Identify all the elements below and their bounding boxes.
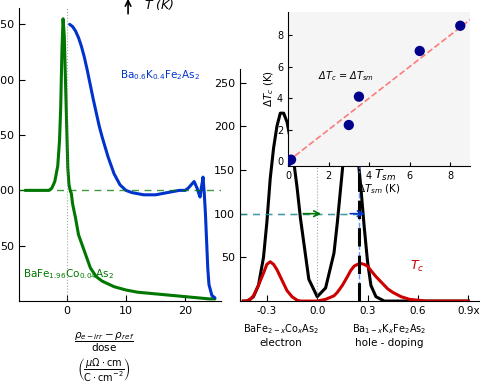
Point xyxy=(355,93,363,100)
Text: $T$ (K): $T$ (K) xyxy=(144,0,175,12)
Y-axis label: Δ$T_c$ (K): Δ$T_c$ (K) xyxy=(262,70,276,107)
Text: BaFe$_{1.96}$Co$_{0.04}$As$_2$: BaFe$_{1.96}$Co$_{0.04}$As$_2$ xyxy=(23,267,114,281)
Text: Ba$_{1-x}$K$_x$Fe$_2$As$_2$: Ba$_{1-x}$K$_x$Fe$_2$As$_2$ xyxy=(351,322,426,336)
Text: $T_{sm}$: $T_{sm}$ xyxy=(374,168,396,183)
Text: $\left(\dfrac{\mu\Omega \cdot \mathrm{cm}}{\mathrm{C} \cdot \mathrm{cm}^{-2}}\ri: $\left(\dfrac{\mu\Omega \cdot \mathrm{cm… xyxy=(77,357,131,384)
Point xyxy=(287,157,295,163)
Text: hole - doping: hole - doping xyxy=(355,338,423,348)
Point xyxy=(345,122,353,128)
Text: $T_c$: $T_c$ xyxy=(409,259,424,274)
Point xyxy=(416,48,423,54)
Text: electron: electron xyxy=(259,338,302,348)
Text: Ba$_{0.6}$K$_{0.4}$Fe$_2$As$_2$: Ba$_{0.6}$K$_{0.4}$Fe$_2$As$_2$ xyxy=(120,68,200,82)
Text: BaFe$_{2-x}$Co$_x$As$_2$: BaFe$_{2-x}$Co$_x$As$_2$ xyxy=(243,322,319,336)
Point xyxy=(456,23,464,29)
Point xyxy=(284,158,292,164)
Text: $\dfrac{\rho_{e-irr} - \rho_{ref}}{\mathrm{dose}}$: $\dfrac{\rho_{e-irr} - \rho_{ref}}{\math… xyxy=(73,330,134,354)
Text: Δ$T_c$ = Δ$T_{sm}$: Δ$T_c$ = Δ$T_{sm}$ xyxy=(318,69,374,83)
X-axis label: Δ$T_{sm}$ (K): Δ$T_{sm}$ (K) xyxy=(357,182,401,196)
